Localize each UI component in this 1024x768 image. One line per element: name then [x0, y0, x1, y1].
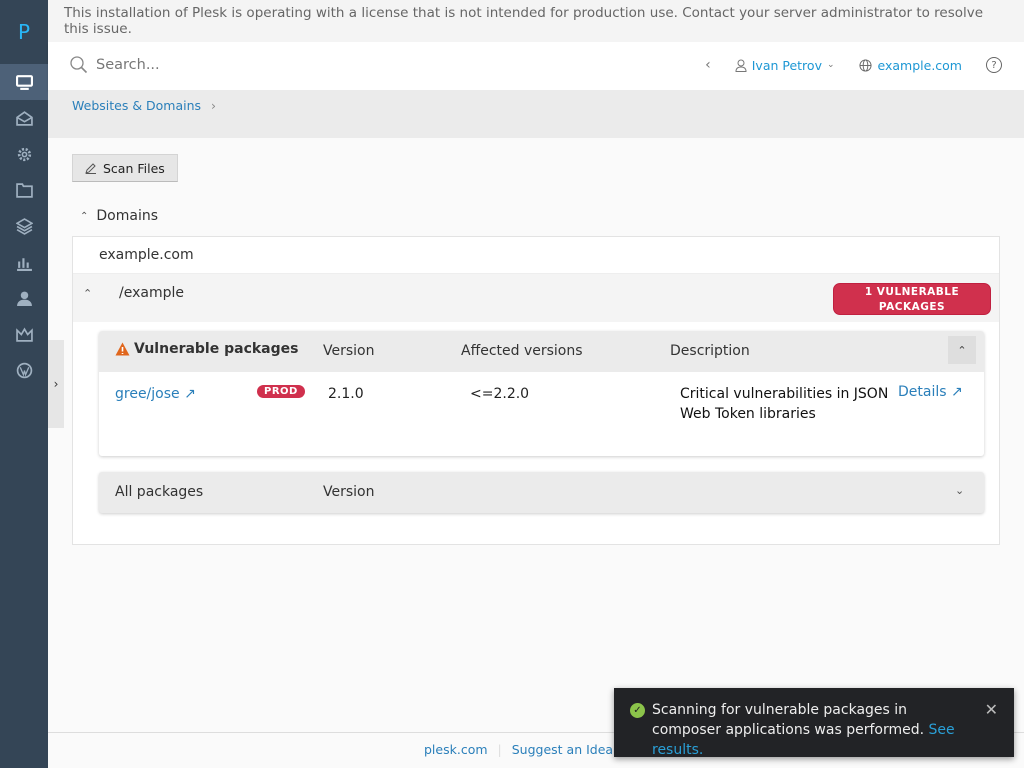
vulnerable-packages-panel: Vulnerable packages Version Affected ver… [99, 331, 984, 456]
sidebar-item-account[interactable] [0, 280, 48, 316]
external-link-icon: ↗ [951, 384, 963, 400]
header-all-version: Version [323, 484, 375, 500]
domains-section-toggle[interactable]: ⌃ Domains [80, 208, 158, 224]
details-label: Details [898, 384, 947, 400]
toast-message: Scanning for vulnerable packages in comp… [652, 702, 925, 738]
prod-tag: PROD [257, 385, 305, 398]
domain-row: example.com [73, 237, 999, 274]
top-header: Search... ‹ Ivan Petrov ⌄ example.com ? [48, 42, 1024, 90]
sidebar-item-statistics[interactable] [0, 244, 48, 280]
scan-files-button[interactable]: Scan Files [72, 154, 178, 182]
chevron-up-icon[interactable]: ⌃ [83, 287, 93, 300]
path-label: /example [119, 285, 184, 301]
footer-link-suggest[interactable]: Suggest an Idea [511, 742, 614, 757]
user-menu[interactable]: Ivan Petrov ⌄ [735, 58, 835, 73]
package-version: 2.1.0 [328, 386, 364, 402]
header-vulnerable: Vulnerable packages [134, 341, 299, 357]
vulnerable-table-header: Vulnerable packages Version Affected ver… [99, 331, 984, 372]
search-icon [70, 56, 88, 74]
user-name: Ivan Petrov [751, 57, 822, 73]
all-packages-panel[interactable]: All packages Version ⌄ [99, 472, 984, 513]
chevron-right-icon: › [211, 98, 217, 113]
user-icon [16, 291, 32, 306]
footer-link-plesk[interactable]: plesk.com [424, 742, 488, 757]
chevron-up-icon: ⌃ [957, 343, 967, 357]
vulnerable-header-cell: Vulnerable packages [115, 341, 298, 357]
monitor-icon [15, 74, 33, 90]
description: Critical vulnerabilities in JSON Web Tok… [680, 386, 889, 422]
sidebar-item-wordpress[interactable] [0, 352, 48, 388]
chevron-right-icon: › [53, 377, 59, 391]
license-banner: This installation of Plesk is operating … [48, 0, 1024, 42]
collapse-button[interactable]: ⌃ [948, 336, 976, 364]
current-domain: example.com [877, 57, 962, 73]
package-name: gree/jose [115, 386, 180, 402]
mail-icon [15, 110, 33, 126]
scan-files-label: Scan Files [103, 160, 165, 176]
sidebar-item-extensions[interactable] [0, 316, 48, 352]
wordpress-icon [16, 362, 32, 378]
see-results-link[interactable]: See results. [652, 722, 955, 758]
plesk-logo[interactable]: P [17, 20, 31, 44]
table-row: gree/jose ↗ PROD 2.1.0 <=2.2.0 Critical … [99, 372, 984, 456]
domains-title: Domains [96, 208, 159, 224]
warning-icon [115, 342, 130, 356]
globe-icon [858, 58, 872, 72]
affected-versions: <=2.2.0 [470, 386, 530, 402]
folder-icon [15, 182, 33, 198]
sidebar-item-settings[interactable] [0, 136, 48, 172]
header-description: Description [670, 343, 750, 359]
double-chevron-up-icon: ⌃ [80, 210, 89, 222]
header-version: Version [323, 343, 375, 359]
gear-icon [17, 147, 31, 161]
domain-switcher[interactable]: example.com [858, 57, 962, 73]
search-placeholder: Search... [96, 57, 160, 73]
details-link[interactable]: Details ↗ [898, 384, 963, 400]
header-all-packages: All packages [115, 484, 204, 500]
external-link-icon: ↗ [184, 386, 196, 402]
package-link[interactable]: gree/jose ↗ [115, 386, 196, 402]
layers-icon [15, 217, 33, 235]
breadcrumb-websites-domains[interactable]: Websites & Domains [72, 98, 202, 113]
close-icon[interactable]: ✕ [984, 700, 998, 719]
pencil-icon [85, 163, 96, 174]
user-icon [735, 59, 747, 72]
path-row[interactable]: ⌃ /example 1 VULNERABLE PACKAGES [73, 274, 999, 322]
chevron-down-icon[interactable]: ⌄ [955, 484, 965, 497]
header-affected: Affected versions [461, 343, 583, 359]
sidebar-item-files[interactable] [0, 172, 48, 208]
toast-notification: ✓ Scanning for vulnerable packages in co… [614, 688, 1014, 758]
vulnerable-count-badge: 1 VULNERABLE PACKAGES [833, 283, 991, 315]
search-input[interactable]: Search... [70, 56, 160, 74]
sidebar: P [0, 0, 48, 768]
domains-card: example.com ⌃ /example 1 VULNERABLE PACK… [72, 236, 1000, 545]
success-icon: ✓ [630, 703, 645, 718]
sidebar-expand-button[interactable]: › [48, 340, 64, 428]
chevron-down-icon: ⌄ [826, 60, 835, 70]
crown-icon [15, 327, 33, 342]
sidebar-item-websites[interactable] [0, 64, 48, 100]
chart-icon [16, 257, 32, 271]
help-icon[interactable]: ? [986, 57, 1002, 73]
sidebar-item-mail[interactable] [0, 100, 48, 136]
sidebar-item-applications[interactable] [0, 208, 48, 244]
chevron-left-icon[interactable]: ‹ [705, 57, 711, 73]
breadcrumb: Websites & Domains › [48, 90, 1024, 138]
